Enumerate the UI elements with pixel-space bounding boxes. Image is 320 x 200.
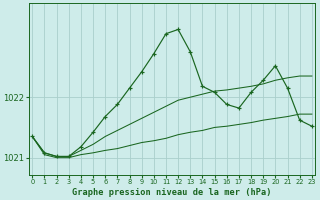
- X-axis label: Graphe pression niveau de la mer (hPa): Graphe pression niveau de la mer (hPa): [72, 188, 272, 197]
